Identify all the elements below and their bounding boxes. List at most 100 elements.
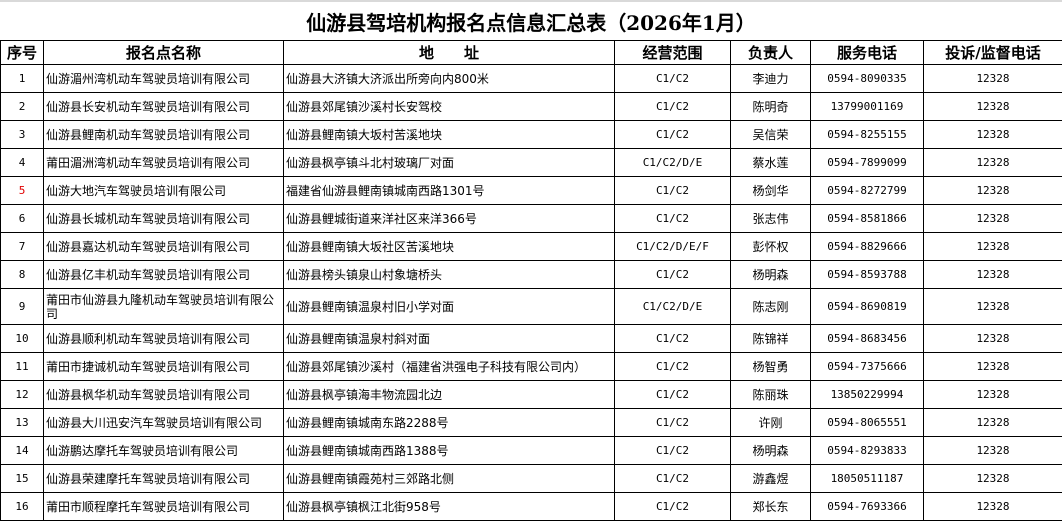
cell-phone: 0594-8065551 <box>810 408 924 437</box>
cell-complaint: 12328 <box>923 148 1062 177</box>
cell-index: 14 <box>0 436 44 465</box>
cell-index: 12 <box>0 380 44 409</box>
cell-name: 仙游县嘉达机动车驾驶员培训有限公司 <box>43 232 284 261</box>
cell-index: 8 <box>0 260 44 289</box>
header-complaint: 投诉/监督电话 <box>923 40 1062 65</box>
table-row: 4 莆田湄洲湾机动车驾驶员培训有限公司 仙游县枫亭镇斗北村玻璃厂对面 C1/C2/D/… <box>0 148 1062 177</box>
cell-complaint: 12328 <box>923 408 1062 437</box>
header-index: 序号 <box>0 40 44 65</box>
table-row: 8 仙游县亿丰机动车驾驶员培训有限公司 仙游县榜头镇泉山村象塘桥头 C1/C2 杨明森 0… <box>0 260 1062 289</box>
cell-person: 陈锦祥 <box>730 324 811 353</box>
cell-complaint: 12328 <box>923 464 1062 493</box>
cell-complaint: 12328 <box>923 436 1062 465</box>
cell-address: 仙游县郊尾镇沙溪村长安驾校 <box>283 92 615 121</box>
table-row: 1 仙游湄州湾机动车驾驶员培训有限公司 仙游县大济镇大济派出所旁向内800米 C1/C… <box>0 64 1062 93</box>
header-name: 报名点名称 <box>43 40 284 65</box>
cell-address: 仙游县鲤南镇城南西路1388号 <box>283 436 615 465</box>
cell-complaint: 12328 <box>923 288 1062 325</box>
cell-name: 莆田市顺程摩托车驾驶员培训有限公司 <box>43 492 284 521</box>
cell-name: 仙游县亿丰机动车驾驶员培训有限公司 <box>43 260 284 289</box>
cell-person: 游鑫煜 <box>730 464 811 493</box>
cell-person: 杨智勇 <box>730 352 811 381</box>
cell-address: 仙游县鲤南镇大坂社区苦溪地块 <box>283 232 615 261</box>
cell-address: 仙游县鲤南镇大坂村苦溪地块 <box>283 120 615 149</box>
cell-name: 仙游大地汽车驾驶员培训有限公司 <box>43 176 284 205</box>
cell-person: 杨明森 <box>730 436 811 465</box>
cell-scope: C1/C2 <box>614 176 731 205</box>
cell-address: 仙游县鲤南镇霞苑村三郊路北侧 <box>283 464 615 493</box>
cell-scope: C1/C2/D/E <box>614 288 731 325</box>
table-row: 6 仙游县长城机动车驾驶员培训有限公司 仙游县鲤城街道来洋社区来洋366号 C1/C2… <box>0 204 1062 233</box>
cell-scope: C1/C2 <box>614 324 731 353</box>
cell-phone: 0594-7899099 <box>810 148 924 177</box>
cell-index: 4 <box>0 148 44 177</box>
cell-complaint: 12328 <box>923 64 1062 93</box>
cell-address: 仙游县郊尾镇沙溪村（福建省洪强电子科技有限公司内） <box>283 352 615 381</box>
cell-person: 张志伟 <box>730 204 811 233</box>
cell-complaint: 12328 <box>923 204 1062 233</box>
cell-phone: 0594-8581866 <box>810 204 924 233</box>
header-phone: 服务电话 <box>810 40 924 65</box>
cell-index: 13 <box>0 408 44 437</box>
header-person: 负责人 <box>730 40 811 65</box>
table-row: 13 仙游县大川迅安汽车驾驶员培训有限公司 仙游县鲤南镇城南东路2288号 C1/C2… <box>0 408 1062 437</box>
cell-person: 郑长东 <box>730 492 811 521</box>
cell-scope: C1/C2/D/E/F <box>614 232 731 261</box>
cell-complaint: 12328 <box>923 260 1062 289</box>
cell-person: 彭怀权 <box>730 232 811 261</box>
cell-phone: 0594-8255155 <box>810 120 924 149</box>
table-row: 3 仙游县鲤南机动车驾驶员培训有限公司 仙游县鲤南镇大坂村苦溪地块 C1/C2 吴信荣 0… <box>0 120 1062 149</box>
registration-table: 序号 报名点名称 地 址 经营范围 负责人 服务电话 投诉/监督电话 1 仙游湄州… <box>0 40 1062 521</box>
cell-scope: C1/C2 <box>614 92 731 121</box>
cell-name: 莆田市捷诚机动车驾驶员培训有限公司 <box>43 352 284 381</box>
cell-address: 仙游县枫亭镇枫江北街958号 <box>283 492 615 521</box>
cell-name: 仙游县荣建摩托车驾驶员培训有限公司 <box>43 464 284 493</box>
cell-address: 仙游县鲤南镇温泉村斜对面 <box>283 324 615 353</box>
cell-scope: C1/C2 <box>614 408 731 437</box>
cell-index: 6 <box>0 204 44 233</box>
table-row: 2 仙游县长安机动车驾驶员培训有限公司 仙游县郊尾镇沙溪村长安驾校 C1/C2 陈明奇 1… <box>0 92 1062 121</box>
cell-name: 仙游县大川迅安汽车驾驶员培训有限公司 <box>43 408 284 437</box>
table-row: 10 仙游县顺利机动车驾驶员培训有限公司 仙游县鲤南镇温泉村斜对面 C1/C2 陈锦祥 0… <box>0 324 1062 353</box>
cell-name: 仙游鹏达摩托车驾驶员培训有限公司 <box>43 436 284 465</box>
cell-name: 仙游县顺利机动车驾驶员培训有限公司 <box>43 324 284 353</box>
cell-phone: 0594-7375666 <box>810 352 924 381</box>
cell-index: 2 <box>0 92 44 121</box>
header-row: 序号 报名点名称 地 址 经营范围 负责人 服务电话 投诉/监督电话 <box>0 40 1062 65</box>
cell-phone: 0594-8293833 <box>810 436 924 465</box>
header-scope: 经营范围 <box>614 40 731 65</box>
cell-complaint: 12328 <box>923 176 1062 205</box>
table-row: 15 仙游县荣建摩托车驾驶员培训有限公司 仙游县鲤南镇霞苑村三郊路北侧 C1/C2 游鑫… <box>0 464 1062 493</box>
cell-phone: 18050511187 <box>810 464 924 493</box>
cell-person: 吴信荣 <box>730 120 811 149</box>
cell-index: 9 <box>0 288 44 325</box>
cell-phone: 0594-8272799 <box>810 176 924 205</box>
cell-complaint: 12328 <box>923 92 1062 121</box>
cell-scope: C1/C2 <box>614 260 731 289</box>
cell-scope: C1/C2 <box>614 120 731 149</box>
cell-person: 许刚 <box>730 408 811 437</box>
cell-index: 10 <box>0 324 44 353</box>
cell-address: 仙游县枫亭镇海丰物流园北边 <box>283 380 615 409</box>
cell-index: 7 <box>0 232 44 261</box>
cell-index: 16 <box>0 492 44 521</box>
cell-scope: C1/C2 <box>614 492 731 521</box>
table-row: 5 仙游大地汽车驾驶员培训有限公司 福建省仙游县鲤南镇城南西路1301号 C1/C2 杨… <box>0 176 1062 205</box>
cell-index: 3 <box>0 120 44 149</box>
cell-person: 蔡水莲 <box>730 148 811 177</box>
cell-address: 仙游县鲤南镇城南东路2288号 <box>283 408 615 437</box>
cell-address: 仙游县枫亭镇斗北村玻璃厂对面 <box>283 148 615 177</box>
table-row: 16 莆田市顺程摩托车驾驶员培训有限公司 仙游县枫亭镇枫江北街958号 C1/C2 郑长… <box>0 492 1062 521</box>
table-row: 11 莆田市捷诚机动车驾驶员培训有限公司 仙游县郊尾镇沙溪村（福建省洪强电子科技有限… <box>0 352 1062 381</box>
cell-phone: 0594-8829666 <box>810 232 924 261</box>
cell-phone: 0594-7693366 <box>810 492 924 521</box>
page-title: 仙游县驾培机构报名点信息汇总表（2026年1月） <box>0 0 1062 40</box>
cell-name: 莆田湄洲湾机动车驾驶员培训有限公司 <box>43 148 284 177</box>
cell-complaint: 12328 <box>923 324 1062 353</box>
cell-complaint: 12328 <box>923 492 1062 521</box>
cell-phone: 13850229994 <box>810 380 924 409</box>
cell-complaint: 12328 <box>923 380 1062 409</box>
cell-complaint: 12328 <box>923 120 1062 149</box>
cell-name: 仙游县鲤南机动车驾驶员培训有限公司 <box>43 120 284 149</box>
table-row: 9 莆田市仙游县九隆机动车驾驶员培训有限公司 仙游县鲤南镇温泉村旧小学对面 C1/C2… <box>0 288 1062 325</box>
